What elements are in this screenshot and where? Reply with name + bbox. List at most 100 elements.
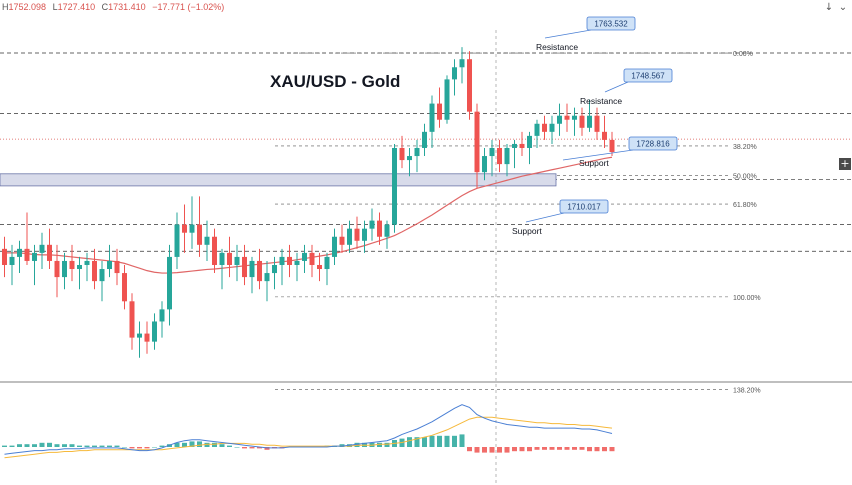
- candle: [24, 212, 30, 265]
- close-label: C: [101, 2, 109, 12]
- candle: [272, 256, 277, 290]
- candle: [339, 224, 345, 253]
- chevron-down-icon[interactable]: ⌄: [838, 2, 848, 13]
- candle: [564, 103, 570, 132]
- callout-box: [586, 16, 636, 31]
- candle: [452, 59, 457, 96]
- candle-body: [369, 220, 375, 229]
- callout-value: 1748.567: [631, 72, 665, 81]
- candle-body: [272, 264, 277, 274]
- candle-body: [17, 248, 22, 257]
- macd-histogram-bar: [2, 445, 7, 447]
- candle-body: [99, 269, 105, 282]
- candle-body: [84, 260, 90, 265]
- candle: [489, 139, 495, 177]
- candlesticks: [2, 47, 615, 358]
- close-value: 1731.410: [108, 2, 146, 12]
- moving-average: [4, 156, 613, 274]
- candle-body: [407, 156, 412, 161]
- macd-histogram-bar: [482, 447, 487, 453]
- candle-body: [24, 248, 30, 261]
- candle-body: [384, 224, 390, 237]
- candle: [167, 244, 172, 326]
- support-band: [0, 173, 557, 187]
- candle-body: [197, 224, 202, 245]
- candle-body: [159, 309, 165, 322]
- candle: [257, 248, 262, 290]
- macd-histogram-bar: [129, 447, 135, 449]
- callout-pointer: [604, 81, 629, 93]
- candle-body: [47, 244, 52, 261]
- candle-body: [362, 228, 367, 241]
- candle-body: [309, 252, 315, 265]
- macd-histogram-bar: [542, 447, 547, 450]
- candle: [444, 75, 450, 124]
- add-level-button[interactable]: +: [839, 157, 851, 170]
- macd-histogram-bar: [9, 445, 15, 447]
- macd-histogram-bar: [197, 441, 202, 447]
- candle-body: [219, 252, 225, 265]
- candle-body: [92, 260, 97, 282]
- candle: [437, 87, 442, 128]
- candle: [129, 293, 135, 350]
- annotation-label-0: Resistance: [536, 42, 578, 52]
- candle-body: [414, 147, 420, 157]
- macd-histogram-bar: [377, 442, 382, 447]
- macd-histogram-bar: [99, 445, 105, 447]
- macd-histogram-bar: [414, 437, 420, 447]
- candle-body: [377, 220, 382, 237]
- candle-body: [429, 103, 435, 132]
- candle-body: [452, 67, 457, 80]
- candle-body: [444, 79, 450, 120]
- low-label: L: [52, 2, 58, 12]
- candle-body: [54, 260, 60, 278]
- annotation-label-3: Support: [512, 226, 542, 236]
- fib-label-1: 38.20%: [733, 144, 757, 151]
- candle: [354, 216, 360, 249]
- candle: [399, 135, 405, 169]
- macd-histogram-bar: [452, 435, 457, 447]
- candle-body: [302, 252, 307, 261]
- price-callout: 1710.017: [525, 199, 609, 223]
- download-icon[interactable]: ↓: [824, 2, 834, 13]
- candle-body: [609, 139, 615, 153]
- callout-value: 1763.532: [594, 20, 628, 29]
- macd-panel: [2, 404, 615, 459]
- open-value: 1752.098: [8, 2, 47, 12]
- price-callout: 1763.532: [544, 16, 636, 39]
- callout-box: [623, 68, 673, 83]
- macd-histogram-bar: [384, 442, 390, 447]
- candle-body: [549, 123, 555, 132]
- open-label: H: [2, 2, 9, 12]
- candle: [317, 252, 322, 282]
- candle-body: [152, 321, 157, 342]
- candle-body: [2, 248, 7, 265]
- macd-histogram-bar: [182, 442, 187, 447]
- candle-body: [459, 59, 465, 68]
- candle: [324, 252, 330, 286]
- candle: [572, 107, 577, 136]
- macd-histogram-bar: [474, 447, 480, 453]
- macd-histogram-bar: [242, 447, 247, 449]
- candle: [474, 103, 480, 189]
- candle-body: [174, 224, 180, 257]
- macd-histogram-bar: [144, 447, 150, 449]
- ma-line: [4, 156, 613, 274]
- macd-histogram-bar: [62, 444, 67, 447]
- callout-value: 1728.816: [636, 140, 670, 149]
- candle: [332, 228, 337, 265]
- chart-title: XAU/USD - Gold: [270, 72, 401, 91]
- macd-histogram-bar: [122, 447, 127, 448]
- candle-body: [564, 115, 570, 120]
- price-callout: 1748.567: [604, 68, 673, 93]
- macd-histogram-bar: [114, 445, 120, 447]
- macd-histogram-bar: [467, 447, 472, 452]
- candle: [2, 236, 7, 278]
- candle: [392, 143, 397, 233]
- candle-body: [332, 236, 337, 257]
- macd-histogram-bar: [459, 434, 465, 447]
- candle: [159, 301, 165, 338]
- candle-body: [129, 301, 135, 338]
- candle-body: [257, 260, 262, 282]
